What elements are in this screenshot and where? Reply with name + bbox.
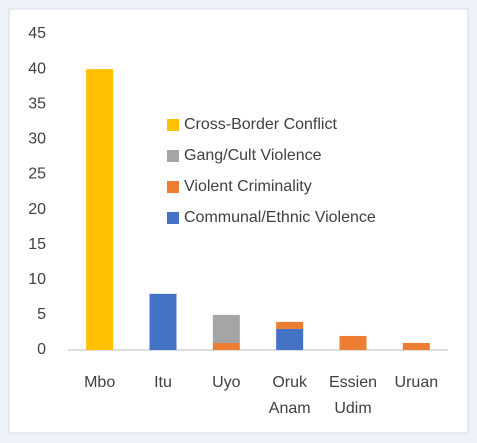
bar-segment: [86, 69, 114, 350]
bar-segment: [212, 342, 240, 350]
y-tick-label: 45: [28, 25, 46, 42]
legend-label: Violent Criminality: [184, 178, 312, 195]
y-tick-label: 25: [28, 166, 46, 183]
y-tick-label: 5: [37, 306, 46, 323]
bar-segment: [212, 314, 240, 343]
y-tick-label: 40: [28, 60, 46, 77]
x-tick-label: Uyo: [212, 374, 241, 391]
y-tick-label: 20: [28, 201, 46, 218]
bar-segment: [276, 321, 304, 329]
y-tick-label: 10: [28, 271, 46, 288]
bar-segment: [339, 335, 367, 350]
x-tick-label: Itu: [154, 374, 172, 391]
y-tick-label: 35: [28, 95, 46, 112]
legend-swatch: [167, 150, 179, 162]
x-tick-label: Essien Udim: [329, 374, 377, 417]
y-tick-label: 30: [28, 131, 46, 148]
x-tick-label: Mbo: [84, 374, 115, 391]
y-tick-label: 15: [28, 236, 46, 253]
legend-swatch: [167, 212, 179, 224]
bar-segment: [402, 342, 430, 350]
y-tick-label: 0: [37, 341, 46, 358]
x-tick-label: Uruan: [395, 374, 439, 391]
x-tick-label: Oruk Anam: [269, 374, 311, 417]
legend-swatch: [167, 119, 179, 131]
legend-label: Cross-Border Conflict: [184, 116, 337, 133]
bar-segment: [276, 328, 304, 350]
legend-label: Communal/Ethnic Violence: [184, 209, 376, 226]
plot-panel: [8, 8, 469, 434]
legend-label: Gang/Cult Violence: [184, 147, 322, 164]
bar-segment: [149, 293, 177, 350]
legend-swatch: [167, 181, 179, 193]
